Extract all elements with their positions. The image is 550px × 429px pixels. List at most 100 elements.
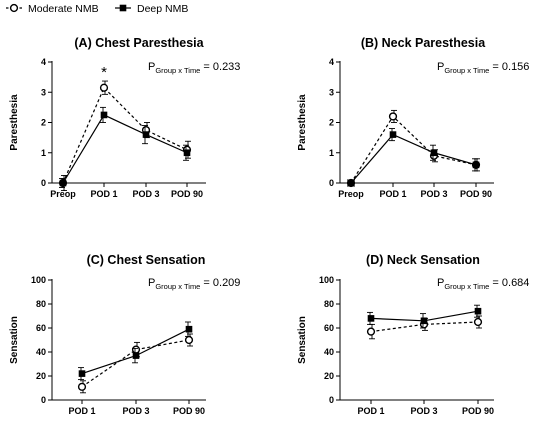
chart-title: (D) Neck Sensation: [366, 253, 480, 267]
p-value-subscript: Group x Time: [155, 66, 200, 75]
data-point: [420, 317, 428, 325]
series-line: [62, 114, 188, 184]
chart-title: (C) Chest Sensation: [87, 253, 206, 267]
y-tick-label: 3: [41, 87, 46, 97]
p-value-main: P: [148, 277, 155, 289]
p-value-subscript: Group x Time: [444, 282, 489, 291]
chart-title: (A) Chest Paresthesia: [74, 36, 204, 50]
data-point: [77, 382, 87, 391]
series: [346, 109, 481, 188]
series-line: [350, 133, 477, 184]
data-point: [472, 161, 480, 169]
x-tick-label: Preop: [338, 189, 364, 199]
x-tick-label: POD 90: [462, 406, 494, 416]
y-tick-label: 3: [329, 87, 334, 97]
x-tick-label: Preop: [50, 189, 76, 199]
x-tick-label: POD 3: [132, 189, 159, 199]
x-tick-label: POD 1: [68, 406, 95, 416]
x-tick-label: POD 3: [122, 406, 149, 416]
y-tick-label: 40: [324, 347, 334, 357]
series: [77, 333, 194, 394]
y-axis-label: Sensation: [9, 316, 20, 364]
y-tick-label: 60: [324, 323, 334, 333]
y-tick-label: 1: [41, 148, 46, 158]
data-point: [185, 325, 193, 333]
p-value-label: PGroup x Time = 0.233: [148, 61, 240, 75]
chart-panel: (D) Neck Sensation PGroup x Time = 0.684 0…: [297, 253, 529, 416]
x-tick-label: POD 90: [173, 406, 205, 416]
y-tick-label: 2: [41, 118, 46, 128]
y-tick-label: 100: [31, 275, 46, 285]
data-point: [132, 352, 140, 359]
p-value-label: PGroup x Time = 0.684: [437, 277, 529, 291]
x-tick-label: POD 3: [410, 406, 437, 416]
chart-panel: (C) Chest Sensation PGroup x Time = 0.209…: [9, 253, 240, 416]
chart-panel: (B) Neck Paresthesia PGroup x Time = 0.15…: [297, 36, 529, 199]
data-point: [366, 327, 376, 336]
y-tick-label: 100: [319, 275, 334, 285]
p-value-subscript: Group x Time: [155, 282, 200, 291]
y-tick-label: 40: [36, 347, 46, 357]
chart-title: (B) Neck Paresthesia: [361, 36, 486, 50]
series: [347, 128, 480, 187]
series: [59, 106, 191, 188]
p-value-main: P: [437, 277, 444, 289]
p-value-rest: = 0.209: [200, 277, 240, 289]
p-value-rest: = 0.156: [489, 61, 529, 73]
data-point: [99, 83, 109, 92]
series-line: [370, 321, 479, 333]
legend-marker: [9, 3, 19, 13]
x-tick-label: POD 3: [420, 189, 447, 199]
legend-label: Moderate NMB: [28, 3, 99, 15]
data-point: [347, 179, 355, 187]
series-line: [81, 339, 190, 388]
y-tick-label: 0: [329, 395, 334, 405]
y-tick-label: 2: [329, 118, 334, 128]
series: [78, 321, 193, 381]
data-point: [142, 131, 150, 138]
p-value-rest: = 0.233: [200, 61, 240, 73]
p-value-main: P: [148, 61, 155, 73]
series-line: [350, 115, 477, 184]
y-tick-label: 60: [36, 323, 46, 333]
legend: Moderate NMB Deep NMB: [6, 3, 188, 15]
p-value-subscript: Group x Time: [444, 66, 489, 75]
data-point: [183, 149, 191, 157]
y-tick-label: 1: [329, 148, 334, 158]
p-value-rest: = 0.684: [489, 277, 529, 289]
y-axis-label: Sensation: [297, 316, 308, 364]
data-point: [184, 335, 194, 345]
legend-entry: Moderate NMB: [6, 3, 99, 15]
y-tick-label: 4: [41, 57, 46, 67]
y-tick-label: 80: [324, 299, 334, 309]
legend-marker: [119, 4, 127, 12]
data-point: [474, 307, 482, 315]
y-tick-label: 20: [324, 371, 334, 381]
x-tick-label: POD 1: [90, 189, 117, 199]
data-point: [388, 112, 398, 121]
y-tick-label: 20: [36, 371, 46, 381]
data-point: [100, 111, 108, 119]
p-value-main: P: [437, 61, 444, 73]
x-tick-label: POD 1: [357, 406, 384, 416]
x-tick-label: POD 90: [460, 189, 492, 199]
y-tick-label: 80: [36, 299, 46, 309]
data-point: [430, 149, 438, 157]
series-line: [62, 86, 188, 184]
y-tick-label: 0: [41, 178, 46, 188]
legend-label: Deep NMB: [137, 3, 188, 15]
y-tick-label: 0: [329, 178, 334, 188]
y-tick-label: 0: [41, 395, 46, 405]
x-tick-label: POD 90: [171, 189, 203, 199]
p-value-label: PGroup x Time = 0.156: [437, 61, 529, 75]
y-tick-label: 4: [329, 57, 334, 67]
significance-marker: *: [101, 64, 107, 81]
y-axis-label: Paresthesia: [9, 94, 20, 151]
data-point: [59, 179, 67, 187]
data-point: [389, 131, 397, 138]
data-point: [78, 370, 86, 377]
data-point: [367, 315, 375, 322]
data-point: [473, 317, 483, 327]
